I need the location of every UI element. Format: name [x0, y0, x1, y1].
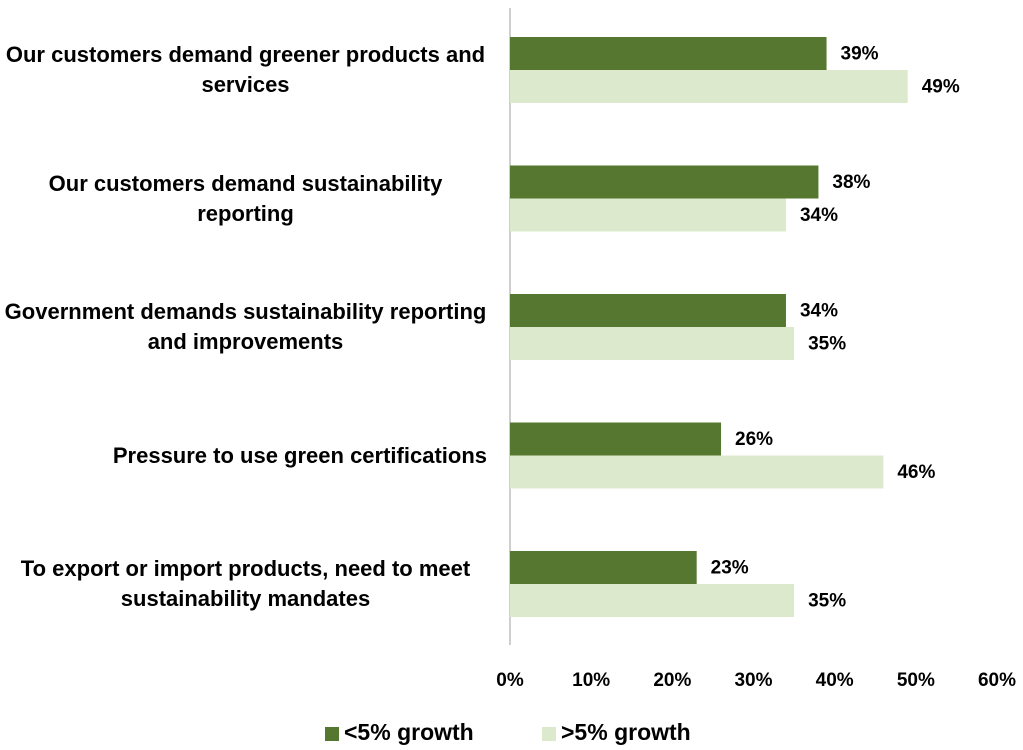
legend-swatch: [325, 727, 339, 741]
x-tick-label: 50%: [897, 670, 935, 691]
legend-swatch: [542, 727, 556, 741]
value-label: 26%: [735, 429, 773, 450]
bar: [510, 551, 697, 584]
bar: [510, 455, 884, 489]
bar: [510, 70, 908, 103]
value-label: 49%: [922, 77, 960, 98]
x-tick-label: 40%: [816, 670, 854, 691]
category-label: To export or import products, need to me…: [4, 534, 487, 634]
category-label: Our customers demand sustainability repo…: [4, 149, 487, 249]
x-tick-label: 10%: [572, 670, 610, 691]
value-label: 38%: [832, 172, 870, 193]
value-label: 46%: [897, 462, 935, 483]
category-label: Our customers demand greener products an…: [4, 20, 487, 120]
bar: [510, 198, 786, 232]
value-label: 34%: [800, 205, 838, 226]
bar: [510, 422, 722, 456]
bar: [510, 37, 827, 70]
bar: [510, 294, 786, 327]
category-text: To export or import products, need to me…: [20, 556, 471, 611]
x-tick-label: 0%: [496, 670, 524, 691]
category-text: Pressure to use green certifications: [112, 442, 487, 468]
value-label: 35%: [808, 334, 846, 355]
bar: [510, 327, 795, 360]
category-text: Government demands sustainability report…: [4, 299, 487, 354]
bar: [510, 584, 795, 617]
category-label: Pressure to use green certifications: [4, 406, 487, 506]
value-label: 39%: [841, 44, 879, 65]
category-text: Our customers demand sustainability repo…: [48, 170, 443, 226]
bar: [510, 165, 819, 199]
legend-label: <5% growth: [344, 719, 474, 745]
x-tick-label: 20%: [653, 670, 691, 691]
value-label: 35%: [808, 591, 846, 612]
value-label: 34%: [800, 301, 838, 322]
x-tick-label: 60%: [978, 670, 1016, 691]
category-label: Government demands sustainability report…: [4, 277, 487, 377]
category-text: Our customers demand greener products an…: [5, 42, 486, 97]
x-tick-label: 30%: [734, 670, 772, 691]
legend-label: >5% growth: [561, 719, 691, 745]
value-label: 23%: [711, 558, 749, 579]
